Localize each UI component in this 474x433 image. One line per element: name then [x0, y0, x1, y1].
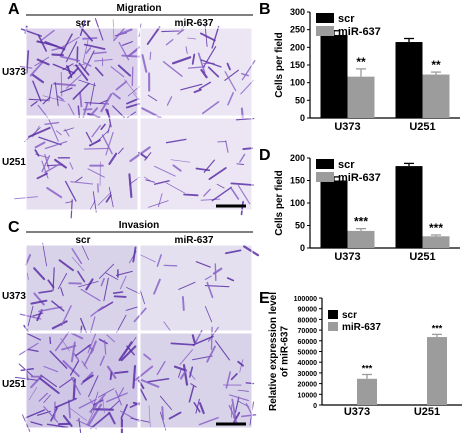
migration-row-u373: U373 — [2, 67, 26, 78]
y-tick-label: 250 — [290, 25, 305, 35]
x-tick-label: U373 — [344, 406, 370, 418]
y-tick-label: 50 — [295, 221, 305, 231]
y-tick-label: 30000 — [298, 371, 318, 378]
significance-marker: *** — [362, 364, 373, 374]
bar-mir637-u373 — [357, 378, 377, 405]
significance-marker: *** — [432, 323, 443, 333]
x-tick-label: U251 — [409, 251, 435, 263]
x-tick-label: U373 — [334, 121, 360, 133]
significance-marker: ** — [431, 58, 441, 72]
bar-scr-u251 — [395, 42, 423, 118]
x-tick-label: U373 — [334, 251, 360, 263]
y-tick-label: 100000 — [294, 296, 317, 303]
legend-swatch — [316, 26, 334, 36]
micrograph-invasion-u373-mir637 — [133, 244, 260, 332]
y-tick-label: 40000 — [298, 360, 318, 367]
migration-title: Migration — [117, 3, 162, 14]
y-tick-label: 100 — [290, 198, 305, 208]
bar-scr-u251 — [395, 166, 423, 248]
y-tick-label: 0 — [300, 113, 305, 123]
y-tick-label: 60000 — [298, 339, 318, 346]
chart-relative-expression-mir637: 0 10000 20000 30000 40000 50000 60000 70000 8000… — [268, 292, 462, 418]
micrograph-migration-u251-mir637 — [129, 117, 255, 216]
migration-row-u251: U251 — [2, 157, 26, 168]
legend-swatch — [316, 13, 334, 23]
bar-mir637-u251 — [422, 236, 450, 248]
significance-marker: *** — [354, 215, 368, 229]
legend-swatch — [316, 172, 334, 182]
invasion-col-scr: scr — [75, 235, 90, 246]
y-tick-label: 200 — [290, 42, 305, 52]
bar-mir637-u251 — [422, 74, 450, 118]
chart-migration-cells-per-field: 0 50 100 150 200 250 300 Cells per field U373 U25… — [274, 7, 460, 133]
y-tick-label: 0 — [300, 243, 305, 253]
bar-mir637-u373 — [347, 76, 375, 118]
legend-label: miR-637 — [338, 26, 381, 38]
chart-invasion-cells-per-field: 0 50 100 150 200 Cells per field U373 U251 *** **… — [274, 153, 460, 263]
bar-mir637-u251 — [427, 337, 447, 405]
y-tick-label: 100 — [290, 78, 305, 88]
legend-label: scr — [338, 13, 355, 25]
invasion-row-u251: U251 — [2, 379, 26, 390]
y-tick-label: 0 — [313, 403, 317, 410]
micrograph-invasion-u373-scr — [19, 242, 148, 340]
significance-marker: *** — [429, 221, 443, 235]
invasion-col-mir637: miR-637 — [175, 235, 214, 246]
y-tick-label: 50 — [295, 95, 305, 105]
bar-mir637-u373 — [347, 230, 375, 248]
micrograph-migration-u373-scr — [19, 18, 146, 127]
y-axis-label: Cells per field — [274, 32, 285, 98]
x-tick-label: U251 — [414, 406, 440, 418]
y-axis-label: Cells per field — [274, 170, 285, 236]
y-tick-label: 20000 — [298, 382, 318, 389]
y-tick-label: 80000 — [298, 317, 318, 324]
panel-letter-e: E — [259, 290, 270, 307]
legend-label: scr — [342, 310, 357, 321]
y-tick-label: 200 — [290, 153, 305, 163]
y-tick-label: 10000 — [298, 392, 318, 399]
invasion-title: Invasion — [119, 220, 160, 231]
panel-letter-c: C — [8, 219, 20, 236]
legend-label: miR-637 — [338, 172, 381, 184]
bar-scr-u373 — [320, 34, 348, 118]
significance-marker: ** — [356, 55, 366, 69]
panel-letter-b: B — [259, 1, 271, 18]
invasion-row-u373: U373 — [2, 291, 26, 302]
migration-col-scr: scr — [75, 18, 90, 29]
micrograph-migration-u373-mir637 — [138, 23, 256, 121]
legend-label: miR-637 — [342, 322, 381, 333]
legend-label: scr — [338, 159, 355, 171]
micrograph-migration-u251-scr — [14, 109, 140, 219]
migration-col-mir637: miR-637 — [175, 18, 214, 29]
bar-scr-u373 — [320, 180, 348, 248]
x-tick-label: U251 — [409, 121, 435, 133]
y-tick-label: 50000 — [298, 350, 318, 357]
panel-letter-d: D — [259, 147, 271, 164]
legend-swatch — [316, 159, 334, 169]
micrograph-invasion-u251-mir637 — [130, 326, 257, 431]
panel-letter-a: A — [8, 1, 20, 18]
micrograph-invasion-u251-scr — [14, 331, 143, 433]
y-tick-label: 300 — [290, 7, 305, 17]
y-tick-label: 150 — [290, 60, 305, 70]
y-tick-label: 150 — [290, 176, 305, 186]
legend-swatch — [328, 322, 338, 331]
y-tick-label: 90000 — [298, 307, 318, 314]
legend-swatch — [328, 310, 338, 319]
y-tick-label: 70000 — [298, 328, 318, 335]
y-axis-label: Relative expression levelof miR-637 — [268, 292, 291, 411]
